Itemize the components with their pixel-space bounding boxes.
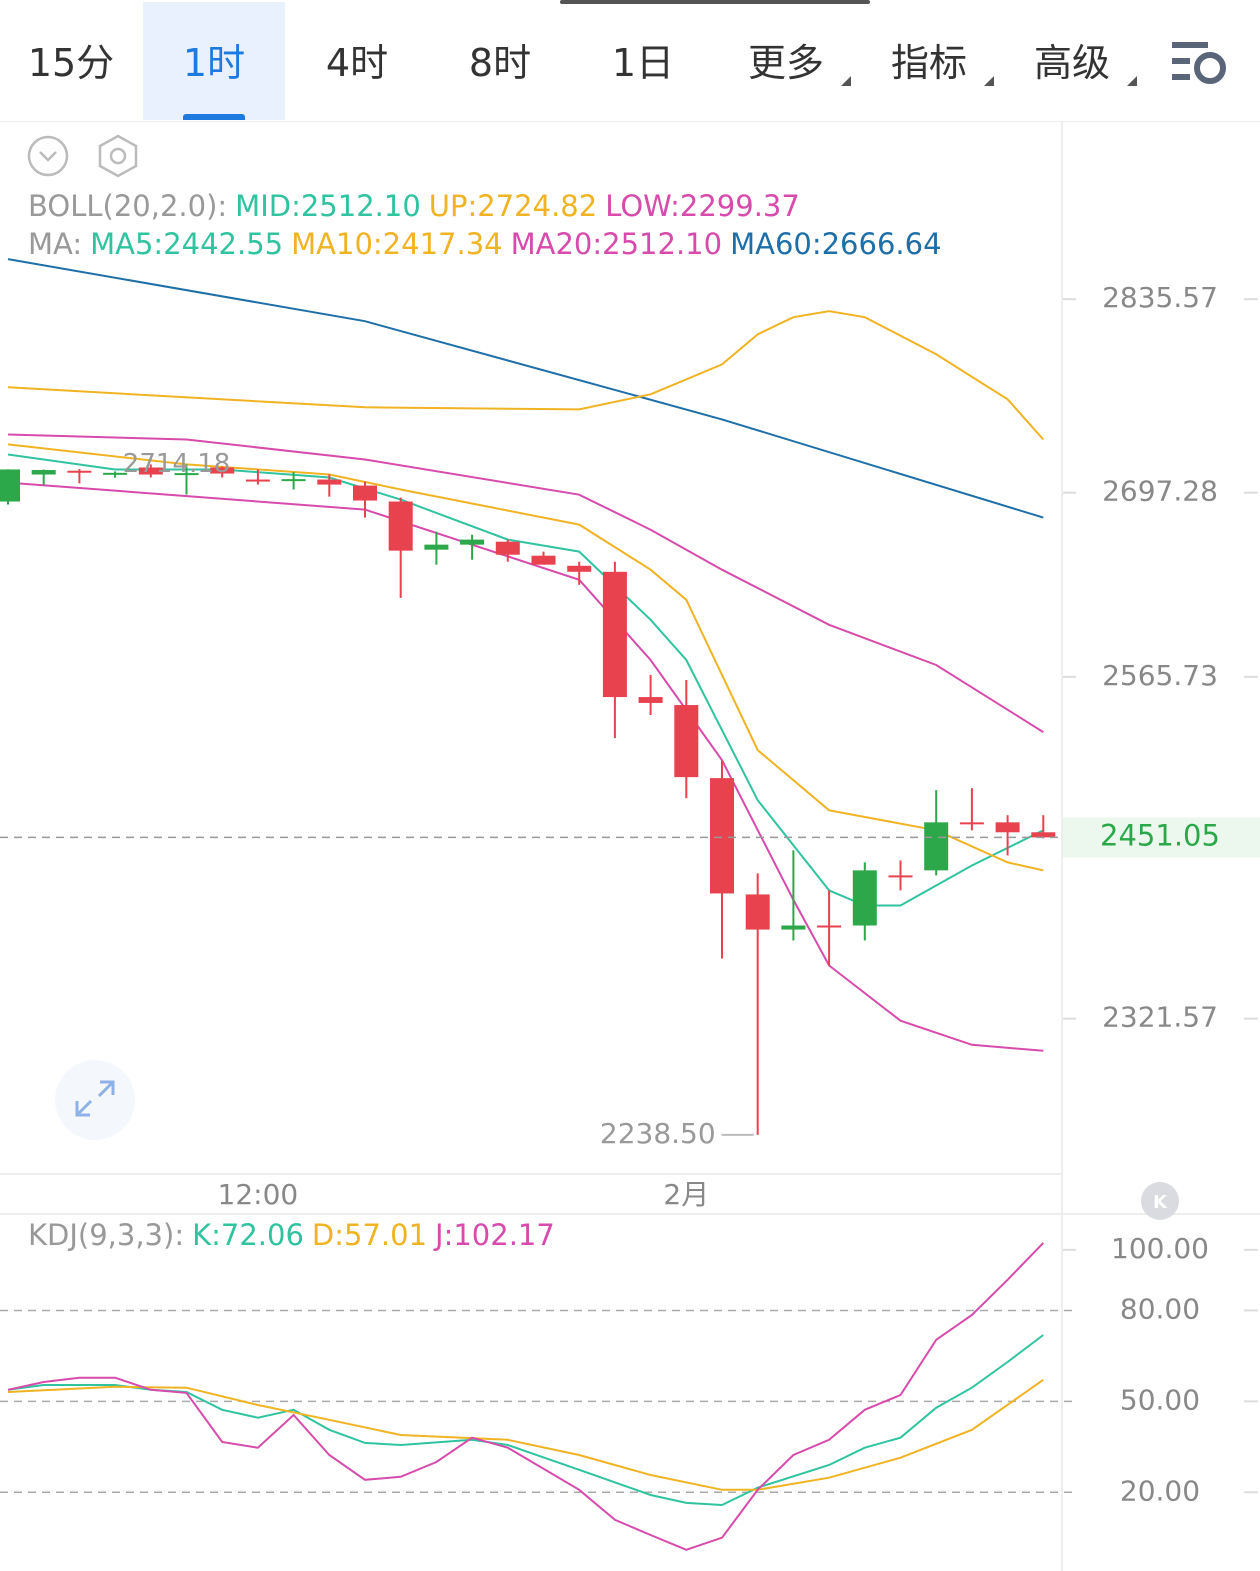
legend-item: LOW:2299.37 [605, 189, 800, 223]
candle-body [353, 485, 377, 501]
indicator-line [7, 481, 1044, 1052]
candle-body [567, 565, 592, 572]
tab[interactable]: 4时 [286, 2, 428, 120]
tab-indicator [183, 114, 245, 120]
indicator-line [7, 433, 1044, 733]
dropdown-arrow [1127, 76, 1137, 86]
legend-item: UP:2724.82 [429, 189, 597, 223]
candle-body [31, 470, 56, 475]
candle-body [888, 875, 913, 878]
y-tick-label: 2321.57 [1102, 1001, 1218, 1034]
candle-body [531, 555, 556, 565]
candle-body [781, 925, 806, 930]
tab-label: 指标 [890, 41, 967, 85]
y-tick-label: 100.00 [1111, 1232, 1209, 1265]
kdj-line [7, 1334, 1044, 1507]
legend-item: MA10:2417.34 [291, 227, 502, 261]
candle-body [710, 778, 734, 894]
legend-label: BOLL(20,2.0): [28, 189, 227, 223]
candle-body [995, 822, 1020, 833]
indicator-line [7, 310, 1045, 441]
candle-body [959, 822, 984, 825]
min-label: 2238.50 [600, 1117, 716, 1150]
tab-label: 高级 [1033, 41, 1110, 85]
candle-body [924, 822, 949, 871]
y-tick-label: 50.00 [1120, 1383, 1200, 1416]
tab-label: 1时 [182, 41, 246, 85]
legend-item: MA60:2666.64 [730, 227, 941, 261]
dropdown-arrow [984, 76, 994, 86]
collapse-icon[interactable] [27, 135, 69, 177]
legend-item: MA20:2512.10 [511, 227, 722, 261]
candle-body [388, 501, 413, 551]
candle-body [460, 539, 485, 545]
legend: MA: MA5:2442.55 MA10:2417.34 MA20:2512.10 MA… [28, 227, 942, 261]
legend-label: MA: [28, 227, 82, 261]
tab-label: 更多 [747, 41, 824, 85]
settings-hex-icon[interactable] [98, 134, 138, 178]
last-price-box [1063, 817, 1260, 858]
candle-body [424, 544, 449, 550]
y-tick-label: 2835.57 [1102, 281, 1218, 314]
candle-body [281, 479, 306, 482]
candle-body [0, 469, 20, 502]
drag-handle [560, 0, 870, 4]
y-tick-label: 2565.73 [1102, 659, 1218, 692]
legend-item: D:57.01 [312, 1218, 427, 1252]
tab-label: 8时 [468, 41, 532, 85]
tab[interactable]: 1日 [572, 2, 714, 120]
dropdown-arrow [841, 76, 851, 86]
x-tick-label: 12:00 [218, 1178, 299, 1211]
kdj-line [7, 1242, 1045, 1551]
candle-body [745, 894, 770, 930]
candle-body [138, 467, 163, 475]
kdj-line [7, 1378, 1044, 1491]
candle-body [1031, 832, 1056, 838]
legend-item: MA5:2442.55 [90, 227, 283, 261]
legend: BOLL(20,2.0): MID:2512.10 UP:2724.82 LOW:22… [28, 189, 800, 223]
tab-label: 4时 [325, 41, 389, 85]
y-tick-label: 20.00 [1120, 1474, 1200, 1507]
candle-body [817, 925, 842, 928]
candle-body [638, 697, 663, 703]
timeframe-tabs: 15分 1时 4时 8时 1日 更多 指标 高级 [0, 0, 1260, 122]
candle-body [495, 541, 520, 555]
legend-item: K:72.06 [192, 1218, 304, 1252]
tab[interactable]: 1时 [143, 2, 285, 120]
last-price-label: 2451.05 [1100, 818, 1220, 852]
expand-icon[interactable] [55, 1060, 135, 1140]
legend-item: MID:2512.10 [235, 189, 421, 223]
tab[interactable]: 15分 [0, 2, 142, 120]
candle-body [103, 472, 128, 475]
indicator-line [7, 258, 1044, 519]
settings-icon[interactable] [1172, 42, 1226, 84]
candle-body [174, 473, 199, 476]
candle-body [602, 571, 627, 698]
tab[interactable]: 更多 [715, 2, 857, 120]
candle-body [67, 470, 92, 473]
y-tick-label: 80.00 [1120, 1292, 1200, 1325]
legend: KDJ(9,3,3): K:72.06 D:57.01 J:102.17 [28, 1218, 555, 1252]
candle-body [210, 467, 235, 474]
legend-label: KDJ(9,3,3): [28, 1218, 184, 1252]
reset-icon[interactable]: K [1141, 1182, 1179, 1220]
candle-body [852, 870, 877, 926]
tab-label: 15分 [27, 41, 115, 85]
y-tick-label: 2697.28 [1102, 475, 1218, 508]
indicator-line [7, 443, 1044, 872]
legend-item: J:102.17 [433, 1218, 555, 1252]
candle-body [674, 705, 699, 778]
candle-body [245, 479, 270, 482]
max-label: 2714.18 [123, 449, 231, 479]
tab[interactable]: 高级 [1001, 2, 1143, 120]
candle-body [317, 479, 342, 485]
x-tick-label: 2月 [663, 1178, 709, 1211]
tab-label: 1日 [611, 41, 675, 85]
tab[interactable]: 8时 [429, 2, 571, 120]
svg-text:K: K [1153, 1192, 1168, 1213]
tab[interactable]: 指标 [858, 2, 1000, 120]
